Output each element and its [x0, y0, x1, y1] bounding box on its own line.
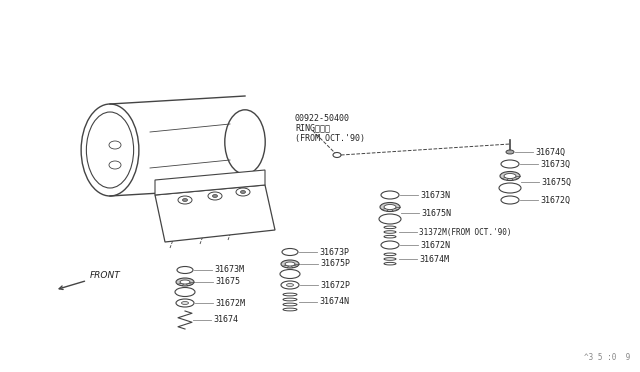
Text: 31672N: 31672N [420, 241, 450, 250]
Text: 31672M: 31672M [215, 298, 245, 308]
Ellipse shape [380, 202, 400, 212]
Text: 31672P: 31672P [320, 280, 350, 289]
Text: 31673N: 31673N [420, 190, 450, 199]
Text: 31675P: 31675P [320, 260, 350, 269]
Text: 31674Q: 31674Q [535, 148, 565, 157]
Ellipse shape [177, 266, 193, 273]
Ellipse shape [109, 141, 121, 149]
Text: RINGリング: RINGリング [295, 124, 330, 132]
Text: 31372M(FROM OCT.'90): 31372M(FROM OCT.'90) [419, 228, 511, 237]
Ellipse shape [504, 173, 516, 179]
Ellipse shape [379, 214, 401, 224]
Text: FRONT: FRONT [59, 270, 121, 289]
Text: 31673Q: 31673Q [540, 160, 570, 169]
Text: 31674M: 31674M [419, 254, 449, 263]
Ellipse shape [501, 196, 519, 204]
Ellipse shape [333, 153, 341, 157]
Text: 31675: 31675 [215, 278, 240, 286]
Ellipse shape [287, 283, 294, 286]
Text: 31673P: 31673P [319, 247, 349, 257]
Ellipse shape [178, 196, 192, 204]
Ellipse shape [212, 195, 218, 198]
Text: 31675N: 31675N [421, 208, 451, 218]
Ellipse shape [176, 299, 194, 307]
Text: (FROM OCT.'90): (FROM OCT.'90) [295, 134, 365, 142]
Ellipse shape [282, 248, 298, 256]
Ellipse shape [182, 199, 188, 202]
Ellipse shape [281, 281, 299, 289]
Text: ^3 5 :0  9: ^3 5 :0 9 [584, 353, 630, 362]
Ellipse shape [384, 205, 396, 209]
Ellipse shape [81, 104, 139, 196]
Ellipse shape [236, 188, 250, 196]
Ellipse shape [381, 191, 399, 199]
Ellipse shape [225, 110, 265, 174]
Ellipse shape [241, 190, 246, 193]
Ellipse shape [176, 278, 194, 286]
Text: 31674N: 31674N [319, 298, 349, 307]
Ellipse shape [208, 192, 222, 200]
Ellipse shape [506, 150, 514, 154]
Text: 31673M: 31673M [214, 266, 244, 275]
Ellipse shape [109, 161, 121, 169]
Ellipse shape [182, 301, 189, 305]
Text: 31675Q: 31675Q [541, 177, 571, 186]
Ellipse shape [281, 260, 299, 268]
Text: 31672Q: 31672Q [540, 196, 570, 205]
Ellipse shape [501, 160, 519, 168]
Ellipse shape [381, 241, 399, 249]
Polygon shape [155, 170, 265, 195]
Text: 31674: 31674 [213, 315, 238, 324]
Ellipse shape [180, 280, 190, 284]
Polygon shape [155, 185, 275, 242]
Ellipse shape [175, 288, 195, 296]
Ellipse shape [86, 112, 134, 188]
Ellipse shape [280, 269, 300, 279]
Ellipse shape [285, 262, 295, 266]
Ellipse shape [499, 183, 521, 193]
Text: 00922-50400: 00922-50400 [295, 113, 350, 122]
Ellipse shape [500, 171, 520, 180]
